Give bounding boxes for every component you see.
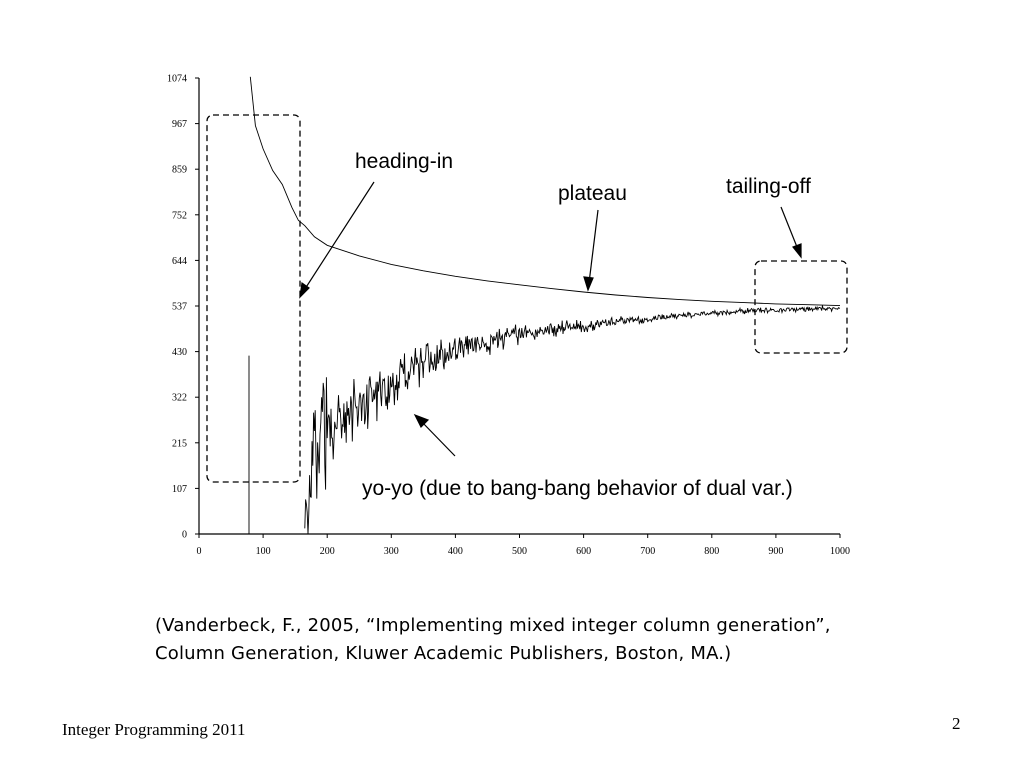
footer-course-title: Integer Programming 2011	[62, 720, 246, 739]
tailing-off-arrowhead	[792, 243, 802, 259]
annotation-tailing-off: tailing-off	[726, 175, 811, 198]
x-tick-label: 0	[197, 546, 202, 557]
y-tick-label: 215	[172, 438, 187, 449]
tailing-off-box	[754, 260, 848, 354]
y-tick-label: 859	[172, 165, 187, 176]
plateau-arrow	[588, 209, 599, 284]
y-tick-label: 107	[172, 484, 187, 495]
citation-line-1: (Vanderbeck, F., 2005, “Implementing mix…	[155, 615, 831, 636]
yo-yo-arrow	[419, 419, 456, 457]
series-upper-bound-line	[249, 76, 841, 307]
y-tick-label: 967	[172, 119, 187, 130]
y-tick-label: 430	[172, 347, 187, 358]
series-lower-bound-line	[248, 305, 841, 535]
x-tick-label: 1000	[830, 546, 850, 557]
heading-in-arrowhead	[299, 281, 310, 299]
x-tick-label: 500	[512, 546, 527, 557]
y-tick-label: 0	[182, 530, 187, 541]
y-tick-label: 322	[172, 393, 187, 404]
x-tick-label: 900	[768, 546, 783, 557]
chart-axes	[198, 78, 840, 535]
x-tick-label: 700	[640, 546, 655, 557]
y-tick-label: 752	[172, 210, 187, 221]
annotation-arrows	[299, 181, 802, 457]
page-number: 2	[952, 714, 961, 733]
citation-line-2: Column Generation, Kluwer Academic Publi…	[155, 643, 732, 664]
x-tick-label: 600	[576, 546, 591, 557]
annotation-yo-yo: yo-yo (due to bang-bang behavior of dual…	[362, 477, 793, 500]
tailing-off-arrow	[780, 206, 800, 253]
y-tick-label: 537	[172, 302, 187, 313]
y-ticks: 0 107 215 322 430 537 644 752 859 967 1074	[167, 74, 199, 541]
x-tick-label: 200	[320, 546, 335, 557]
y-tick-label: 1074	[167, 74, 187, 85]
x-tick-label: 300	[384, 546, 399, 557]
heading-in-arrow	[302, 181, 375, 293]
plateau-arrowhead	[583, 276, 594, 292]
annotation-heading-in: heading-in	[355, 150, 453, 173]
yo-yo-arrowhead	[413, 413, 430, 429]
x-tick-label: 100	[256, 546, 271, 557]
heading-in-box	[206, 114, 301, 483]
annotation-plateau: plateau	[558, 182, 627, 205]
series-layer	[248, 76, 841, 535]
y-tick-label: 644	[172, 256, 187, 267]
x-tick-label: 400	[448, 546, 463, 557]
chart: 0 107 215 322 430 537 644 752 859 967 1074 0 100 200…	[167, 74, 850, 558]
x-tick-label: 800	[704, 546, 719, 557]
x-ticks: 0 100 200 300 400 500 600 700 800 900 1000	[197, 534, 850, 557]
citation: (Vanderbeck, F., 2005, “Implementing mix…	[155, 612, 995, 668]
